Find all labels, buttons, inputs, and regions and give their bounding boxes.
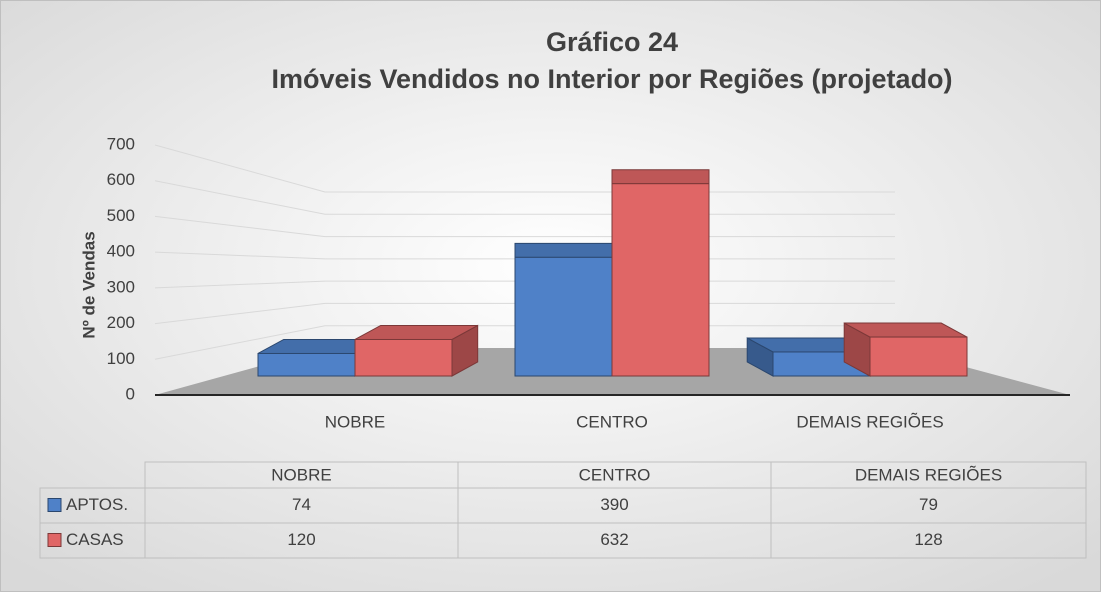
legend-label: APTOS. [66, 495, 128, 514]
table-value: 74 [292, 495, 311, 514]
chart-title: Gráfico 24 [546, 27, 678, 57]
bar [354, 324, 479, 377]
table-header: NOBRE [271, 465, 331, 484]
bar-front [514, 256, 613, 377]
table-header: CENTRO [579, 465, 651, 484]
y-tick-label: 300 [107, 277, 135, 296]
bar-front [354, 338, 453, 377]
legend-swatch [47, 533, 62, 547]
bar-front [257, 352, 356, 377]
y-tick-label: 200 [107, 313, 135, 332]
bar-front [869, 336, 968, 377]
bar-front [611, 183, 710, 377]
x-tick-label: NOBRE [325, 412, 385, 431]
chart-subtitle: Imóveis Vendidos no Interior por Regiões… [271, 64, 952, 94]
table-value: 632 [600, 530, 628, 549]
y-tick-label: 100 [107, 349, 135, 368]
table-value: 120 [287, 530, 315, 549]
y-tick-label: 600 [107, 170, 135, 189]
table-header: DEMAIS REGIÕES [855, 465, 1002, 484]
y-tick-label: 700 [107, 134, 135, 153]
y-tick-label: 400 [107, 242, 135, 261]
legend-label: CASAS [66, 530, 124, 549]
y-axis-label: Nº de Vendas [79, 231, 98, 338]
bar-top [514, 242, 613, 258]
y-tick-label: 500 [107, 206, 135, 225]
x-tick-label: DEMAIS REGIÕES [796, 412, 943, 431]
bar [843, 322, 968, 377]
legend-swatch [47, 498, 62, 512]
bar [746, 337, 871, 377]
table-value: 128 [914, 530, 942, 549]
bar [611, 169, 710, 377]
bar [514, 242, 613, 377]
bar-top [611, 169, 710, 185]
y-tick-label: 0 [126, 384, 135, 403]
x-tick-label: CENTRO [576, 412, 648, 431]
table-value: 79 [919, 495, 938, 514]
table-value: 390 [600, 495, 628, 514]
